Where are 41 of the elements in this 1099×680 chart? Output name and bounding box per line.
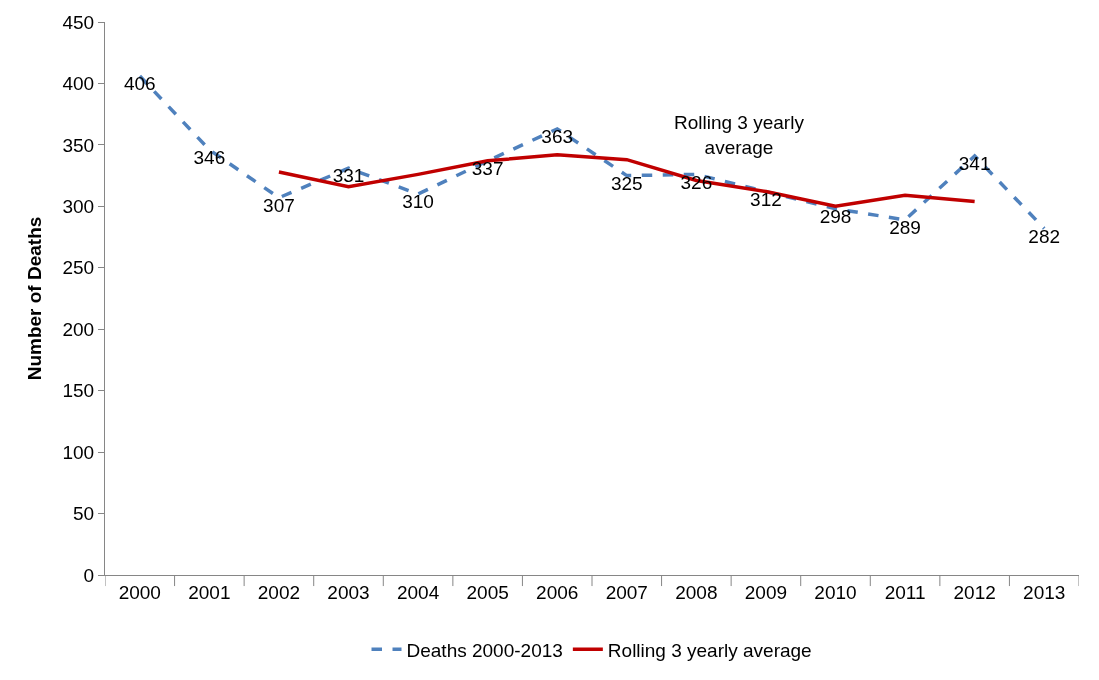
data-label: 406 [123,73,156,95]
y-tick-label: 300 [62,195,95,217]
x-tick-label: 2005 [466,581,509,603]
x-tick-label: 2008 [675,581,718,603]
data-label: 289 [889,217,921,239]
data-label: 346 [193,147,226,169]
x-tick-label: 2004 [396,581,440,603]
x-tick-label: 2011 [884,581,926,603]
x-tick-label: 2001 [188,581,231,603]
annotation: Rolling 3 yearly average [674,112,805,158]
data-label: 310 [402,191,434,213]
x-tick-label: 2007 [605,581,648,603]
x-tick-label: 2009 [744,581,788,603]
data-label: 325 [610,172,643,194]
data-label: 282 [1028,225,1061,247]
data-label: 307 [263,194,295,216]
data-label: 363 [541,126,574,148]
y-tick-label: 450 [62,11,95,33]
x-tick-label: 2006 [536,581,579,603]
y-tick-label: 150 [62,380,95,402]
data-label: 337 [471,158,504,180]
legend-label: Rolling 3 yearly average [607,639,812,661]
y-tick-label: 400 [62,73,95,95]
x-tick-label: 2000 [118,581,161,603]
x-tick-label: 2010 [814,581,857,603]
y-tick-label: 250 [62,257,95,279]
x-tick-label: 2002 [257,581,301,603]
data-label: 298 [819,206,852,228]
x-tick-label: 2012 [953,581,996,603]
y-axis-title: Number of Deaths [24,216,46,381]
legend-label: Deaths 2000-2013 [406,639,563,661]
data-label: 312 [750,188,782,210]
y-tick-label: 350 [62,134,95,156]
x-tick-label: 2013 [1023,581,1066,603]
y-tick-label: 0 [83,564,95,586]
y-tick-label: 100 [62,441,95,463]
y-tick-label: 50 [73,503,95,525]
data-label: 341 [958,153,991,175]
y-tick-label: 200 [62,318,95,340]
x-tick-label: 2003 [327,581,370,603]
data-label: 331 [332,165,365,187]
